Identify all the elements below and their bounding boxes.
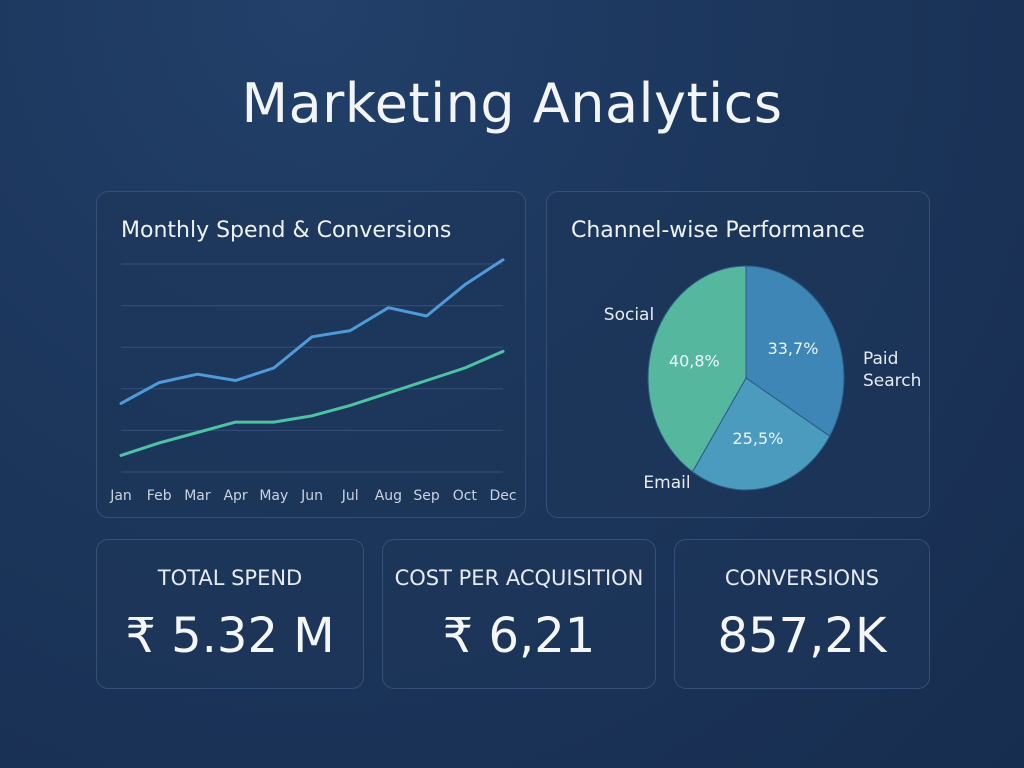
kpi-conversions: CONVERSIONS 857,2K xyxy=(674,539,930,689)
line-chart: Jan Feb Mar Apr May Jun Jul Aug Sep Oct Dec xyxy=(109,258,517,504)
x-tick-label: Dec xyxy=(489,488,516,504)
kpi-total-spend: TOTAL SPEND ₹ 5.32 M xyxy=(96,539,364,689)
x-tick-label: Jun xyxy=(300,488,323,504)
kpi-cpa-value: ₹ 6,21 xyxy=(442,608,596,664)
pie-category-label: Email xyxy=(643,473,690,493)
x-tick-label: Sep xyxy=(413,488,440,504)
pie-percent-label: 33,7% xyxy=(768,339,819,358)
kpi-total-spend-label: TOTAL SPEND xyxy=(157,566,303,590)
line-chart-title: Monthly Spend & Conversions xyxy=(121,218,452,243)
x-tick-label: Mar xyxy=(184,488,211,504)
pie-category-label: Search xyxy=(863,371,921,391)
pie-slice xyxy=(745,265,845,437)
pie-chart-title: Channel-wise Performance xyxy=(571,218,865,243)
kpi-conversions-value: 857,2K xyxy=(717,608,887,664)
kpi-cost-per-acquisition: COST PER ACQUISITION ₹ 6,21 xyxy=(382,539,656,689)
line-chart-card: Monthly Spend & Conversions Jan Feb Mar Apr… xyxy=(96,191,526,518)
pie-slice xyxy=(647,265,747,473)
pie-percent-label: 40,8% xyxy=(669,351,720,370)
x-tick-label: Jan xyxy=(109,488,132,504)
kpi-conversions-label: CONVERSIONS xyxy=(724,566,880,590)
page-title: Marketing Analytics xyxy=(241,72,783,135)
pie-category-label: Paid xyxy=(863,349,898,369)
x-tick-label: Jul xyxy=(341,488,359,504)
pie-category-label: Social xyxy=(604,305,654,325)
x-tick-label: Aug xyxy=(375,488,402,504)
kpi-cpa-label: COST PER ACQUISITION xyxy=(394,566,644,590)
pie-slice xyxy=(691,377,831,491)
conversions-line xyxy=(119,349,505,457)
kpi-total-spend-value: ₹ 5.32 M xyxy=(125,608,335,664)
x-tick-label: May xyxy=(259,488,288,504)
pie-percent-label: 25,5% xyxy=(733,429,784,448)
pie-chart-card: Channel-wise Performance 33,7% Paid Search… xyxy=(546,191,930,518)
x-tick-label: Oct xyxy=(453,488,478,504)
spend-line xyxy=(119,258,505,405)
x-tick-label: Apr xyxy=(223,488,247,504)
x-tick-label: Feb xyxy=(147,488,172,504)
